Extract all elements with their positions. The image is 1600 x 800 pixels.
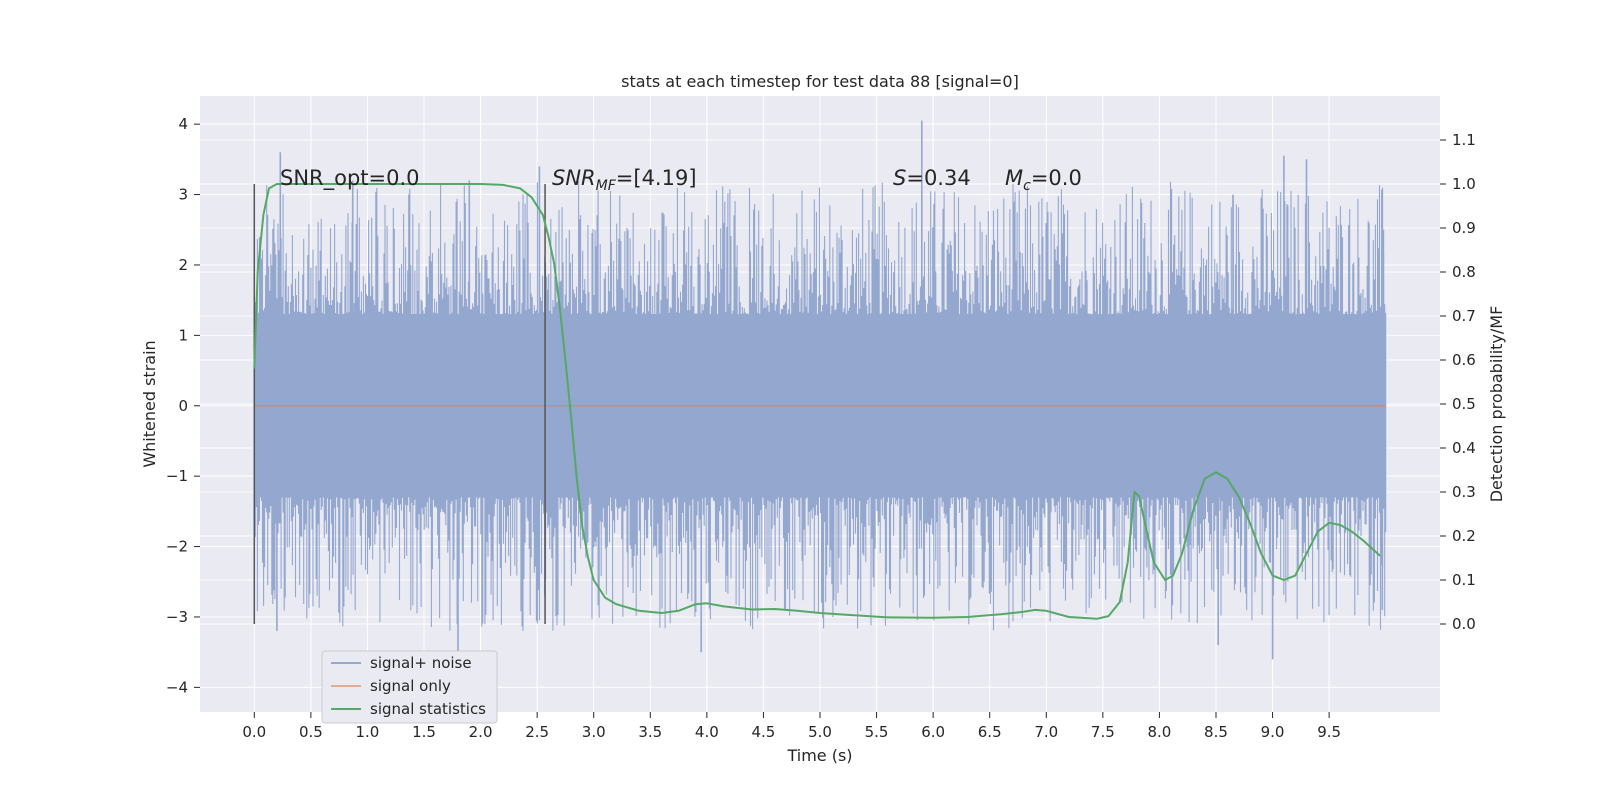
y-axis-left: −4 −3 −2 −1 0 1 2 3 4 <box>166 115 200 696</box>
y2-tick-label-1: 0.1 <box>1452 571 1476 589</box>
x-tick-label-5: 2.5 <box>525 723 549 741</box>
annotation-snr-mf-prefix: SNR <box>552 166 596 190</box>
x-axis: 0.0 0.5 1.0 1.5 2.0 2.5 3.0 3.5 4.0 4.5 5.0 5.5 6.0 6… <box>242 712 1341 741</box>
x-tick-label-0: 0.0 <box>242 723 266 741</box>
x-tick-label-1: 0.5 <box>299 723 323 741</box>
x-tick-label-18: 9.0 <box>1261 723 1285 741</box>
x-tick-label-17: 8.5 <box>1204 723 1228 741</box>
y2-tick-label-0: 0.0 <box>1452 615 1476 633</box>
x-tick-label-4: 2.0 <box>469 723 493 741</box>
noise-peaks <box>276 120 1385 660</box>
annotation-mc-value: =0.0 <box>1031 166 1082 190</box>
legend-label-signal-statistics: signal statistics <box>370 700 486 718</box>
x-tick-label-7: 3.5 <box>638 723 662 741</box>
y2-tick-label-11: 1.1 <box>1452 131 1476 149</box>
annotation-snr-mf-value: =[4.19] <box>616 166 697 190</box>
chart-title: stats at each timestep for test data 88 … <box>621 72 1019 91</box>
x-tick-label-8: 4.0 <box>695 723 719 741</box>
annotation-mc-sub: c <box>1023 178 1031 194</box>
x-tick-label-19: 9.5 <box>1317 723 1341 741</box>
y-tick-label-3: −1 <box>166 467 188 485</box>
annotation-snr-opt: SNR_opt=0.0 <box>280 166 420 191</box>
legend-label-signal-only: signal only <box>370 677 451 695</box>
x-tick-label-13: 6.5 <box>978 723 1002 741</box>
x-tick-label-2: 1.0 <box>356 723 380 741</box>
series-signal-statistics <box>253 183 1381 620</box>
y2-tick-label-4: 0.4 <box>1452 439 1476 457</box>
y2-tick-label-2: 0.2 <box>1452 527 1476 545</box>
y-tick-label-1: −3 <box>166 608 188 626</box>
legend-label-signal-noise: signal+ noise <box>370 654 472 672</box>
y2-axis-label: Detection probability/MF <box>1487 306 1506 503</box>
y-tick-label-2: −2 <box>166 538 188 556</box>
y2-tick-label-9: 0.9 <box>1452 219 1476 237</box>
x-tick-label-16: 8.0 <box>1147 723 1171 741</box>
x-axis-label: Time (s) <box>786 746 852 765</box>
x-tick-label-14: 7.0 <box>1034 723 1058 741</box>
statistics-line <box>253 183 1381 620</box>
y-tick-label-0: −4 <box>166 678 188 696</box>
x-tick-label-9: 4.5 <box>752 723 776 741</box>
y2-tick-label-8: 0.8 <box>1452 263 1476 281</box>
x-tick-label-12: 6.0 <box>921 723 945 741</box>
legend: signal+ noise signal only signal statist… <box>321 650 498 724</box>
annotation-mc: Mc=0.0 <box>1005 166 1082 194</box>
x-tick-label-3: 1.5 <box>412 723 436 741</box>
x-tick-label-11: 5.5 <box>865 723 889 741</box>
y2-tick-label-10: 1.0 <box>1452 175 1476 193</box>
x-tick-label-10: 5.0 <box>808 723 832 741</box>
y2-tick-label-7: 0.7 <box>1452 307 1476 325</box>
annotation-s-label: S <box>893 166 906 190</box>
y2-tick-label-3: 0.3 <box>1452 483 1476 501</box>
y-tick-label-7: 3 <box>178 186 188 204</box>
annotation-s-value: =0.34 <box>906 166 970 190</box>
legend-box <box>321 650 498 724</box>
y-axis-label: Whitened strain <box>140 340 159 467</box>
y-axis-right: 0.0 0.1 0.2 0.3 0.4 0.5 0.6 0.7 0.8 0.9 1.0 1.1 <box>1440 131 1476 633</box>
y-tick-label-8: 4 <box>178 115 188 133</box>
annotation-snr-mf-sub: MF <box>596 178 617 194</box>
x-tick-label-6: 3.0 <box>582 723 606 741</box>
annotation-snr-mf: SNRMF=[4.19] <box>552 166 697 194</box>
annotation-mc-label: M <box>1005 166 1023 190</box>
y2-tick-label-5: 0.5 <box>1452 395 1476 413</box>
y-tick-label-6: 2 <box>178 256 188 274</box>
x-tick-label-15: 7.5 <box>1091 723 1115 741</box>
vertical-markers <box>253 184 546 624</box>
y2-tick-label-6: 0.6 <box>1452 351 1476 369</box>
y-tick-label-5: 1 <box>178 326 188 344</box>
annotation-s: S=0.34 <box>893 166 971 190</box>
y-tick-label-4: 0 <box>178 397 188 415</box>
